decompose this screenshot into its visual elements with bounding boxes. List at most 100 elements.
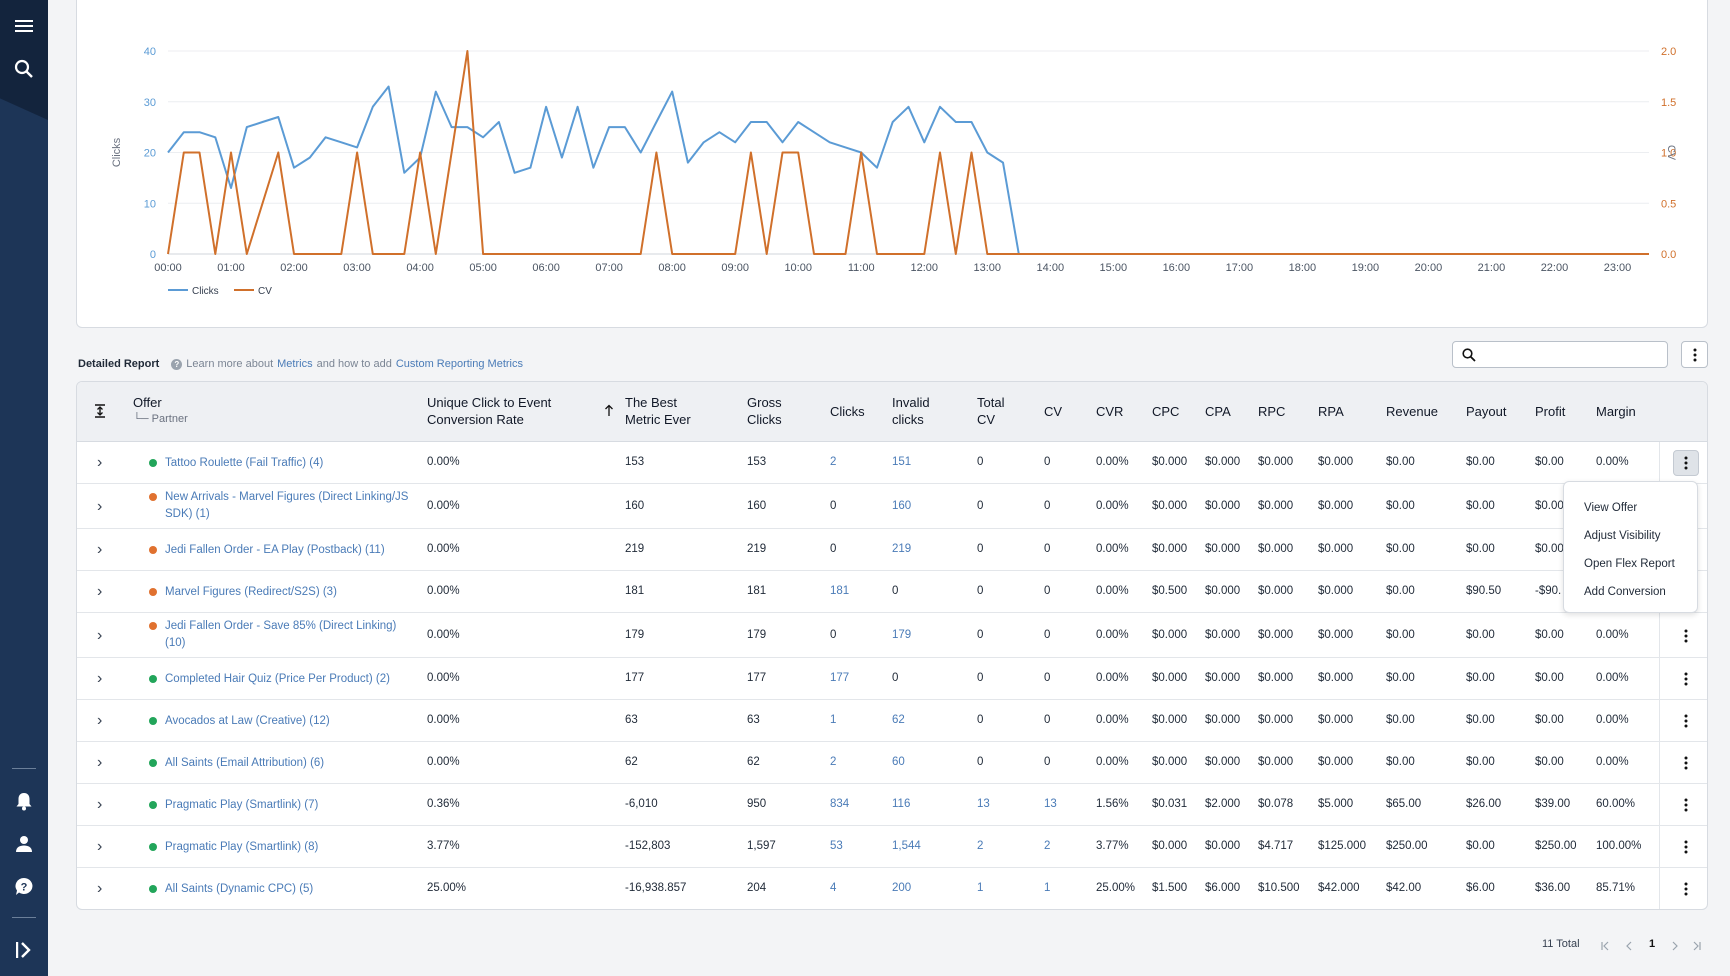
offer-link[interactable]: Jedi Fallen Order - EA Play (Postback) (… bbox=[165, 544, 385, 556]
cell-invalid[interactable]: 219 bbox=[892, 543, 912, 555]
expand-row-icon[interactable]: › bbox=[97, 454, 103, 471]
last-page-icon[interactable] bbox=[1692, 941, 1702, 951]
cell-tcv[interactable]: 2 bbox=[977, 840, 984, 852]
user-icon[interactable] bbox=[12, 832, 36, 856]
offer-link[interactable]: Pragmatic Play (Smartlink) (7) bbox=[165, 799, 319, 811]
cell-invalid[interactable]: 62 bbox=[892, 714, 905, 726]
cell-invalid[interactable]: 151 bbox=[892, 456, 912, 468]
cell-cv[interactable]: 13 bbox=[1044, 798, 1057, 810]
cell-clicks[interactable]: 181 bbox=[830, 585, 850, 597]
cell-rpc: $0.000 bbox=[1258, 672, 1294, 684]
col-cv[interactable]: CV bbox=[1044, 404, 1063, 419]
expand-row-icon[interactable]: › bbox=[97, 497, 103, 515]
next-page-icon[interactable] bbox=[1670, 941, 1680, 951]
report-search[interactable] bbox=[1452, 341, 1668, 368]
bell-icon[interactable] bbox=[12, 789, 36, 813]
row-actions-button[interactable] bbox=[1673, 876, 1699, 902]
col-clicks[interactable]: Clicks bbox=[830, 404, 865, 419]
col-cvr[interactable]: CVR bbox=[1096, 404, 1124, 419]
row-actions-button[interactable] bbox=[1673, 666, 1699, 692]
offer-link[interactable]: All Saints (Email Attribution) (6) bbox=[165, 757, 325, 769]
cell-cv[interactable]: 1 bbox=[1044, 882, 1051, 894]
row-actions-button[interactable] bbox=[1673, 750, 1699, 776]
cell-cv[interactable]: 2 bbox=[1044, 840, 1051, 852]
col-total-cv[interactable]: Total CV bbox=[977, 394, 1004, 428]
cell-rpa: $0.000 bbox=[1318, 714, 1354, 726]
row-actions-button[interactable] bbox=[1673, 834, 1699, 860]
col-margin[interactable]: Margin bbox=[1596, 404, 1636, 419]
expand-all-icon[interactable] bbox=[94, 404, 106, 418]
search-input[interactable] bbox=[1481, 345, 1661, 364]
cell-tcv[interactable]: 13 bbox=[977, 798, 990, 810]
offer-link[interactable]: Tattoo Roulette (Fail Traffic) (4) bbox=[165, 457, 324, 469]
col-gross-clicks[interactable]: Gross Clicks bbox=[747, 394, 782, 428]
col-best-metric[interactable]: The Best Metric Ever bbox=[625, 394, 691, 428]
offer-link[interactable]: All Saints (Dynamic CPC) (5) bbox=[165, 883, 314, 895]
cell-clicks[interactable]: 2 bbox=[830, 756, 837, 768]
offer-link[interactable]: Pragmatic Play (Smartlink) (8) bbox=[165, 841, 319, 853]
expand-row-icon[interactable]: › bbox=[97, 712, 103, 729]
expand-row-icon[interactable]: › bbox=[97, 670, 103, 687]
col-cpa[interactable]: CPA bbox=[1205, 404, 1231, 419]
cell-clicks[interactable]: 2 bbox=[830, 456, 837, 468]
help-icon[interactable]: ? bbox=[12, 875, 36, 899]
col-rpa[interactable]: RPA bbox=[1318, 404, 1344, 419]
cell-invalid[interactable]: 116 bbox=[892, 798, 911, 810]
col-payout[interactable]: Payout bbox=[1466, 404, 1507, 419]
row-actions-button[interactable] bbox=[1673, 708, 1699, 734]
expand-row-icon[interactable]: › bbox=[97, 838, 103, 855]
row-actions-button[interactable] bbox=[1673, 792, 1699, 818]
cell-clicks[interactable]: 4 bbox=[830, 882, 837, 894]
cell-invalid[interactable]: 60 bbox=[892, 756, 905, 768]
offer-link[interactable]: Jedi Fallen Order - Save 85% (Direct Lin… bbox=[165, 620, 397, 649]
first-page-icon[interactable] bbox=[1600, 941, 1610, 951]
expand-row-icon[interactable]: › bbox=[97, 626, 103, 644]
collapse-icon[interactable] bbox=[12, 938, 36, 962]
offer-link[interactable]: Avocados at Law (Creative) (12) bbox=[165, 715, 330, 727]
current-page[interactable]: 1 bbox=[1649, 938, 1656, 950]
cell-invalid[interactable]: 160 bbox=[892, 499, 912, 512]
row-actions-button[interactable] bbox=[1673, 450, 1699, 476]
col-profit[interactable]: Profit bbox=[1535, 404, 1566, 419]
search-icon[interactable] bbox=[12, 57, 36, 81]
col-revenue[interactable]: Revenue bbox=[1386, 404, 1439, 419]
expand-row-icon[interactable]: › bbox=[97, 880, 103, 897]
custom-metrics-link[interactable]: Custom Reporting Metrics bbox=[395, 358, 523, 370]
cell-clicks[interactable]: 834 bbox=[830, 798, 850, 810]
cell-invalid[interactable]: 1,544 bbox=[892, 840, 921, 852]
cell-cpc: $0.000 bbox=[1152, 628, 1188, 641]
expand-row-icon[interactable]: › bbox=[97, 754, 103, 771]
menu-add-conversion[interactable]: Add Conversion bbox=[1584, 586, 1666, 598]
hamburger-icon[interactable] bbox=[12, 14, 36, 38]
cell-invalid[interactable]: 179 bbox=[892, 628, 912, 641]
expand-row-icon[interactable]: › bbox=[97, 541, 103, 558]
offer-link[interactable]: Marvel Figures (Redirect/S2S) (3) bbox=[165, 586, 337, 598]
cell-best: 62 bbox=[625, 756, 638, 768]
expand-row-icon[interactable]: › bbox=[97, 583, 103, 600]
cell-cvr: 0.00% bbox=[1096, 456, 1129, 468]
prev-page-icon[interactable] bbox=[1624, 941, 1634, 951]
cell-invalid[interactable]: 200 bbox=[892, 882, 912, 894]
cell-clicks[interactable]: 1 bbox=[830, 714, 837, 726]
menu-adjust-visibility[interactable]: Adjust Visibility bbox=[1584, 530, 1661, 542]
cell-ucecr: 0.00% bbox=[427, 499, 460, 512]
cell-clicks[interactable]: 177 bbox=[830, 672, 850, 684]
col-rpc[interactable]: RPC bbox=[1258, 404, 1286, 419]
metrics-link[interactable]: Metrics bbox=[277, 358, 313, 370]
col-invalid-clicks[interactable]: Invalid clicks bbox=[892, 394, 930, 428]
offer-link[interactable]: New Arrivals - Marvel Figures (Direct Li… bbox=[165, 491, 409, 520]
sort-ascending-icon[interactable] bbox=[604, 404, 614, 417]
expand-row-icon[interactable]: › bbox=[97, 796, 103, 813]
row-actions-button[interactable] bbox=[1673, 623, 1699, 649]
table-options-button[interactable] bbox=[1681, 341, 1708, 368]
offer-link[interactable]: Completed Hair Quiz (Price Per Product) … bbox=[165, 673, 390, 685]
col-ucecr[interactable]: Unique Click to Event Conversion Rate bbox=[427, 394, 551, 428]
col-cpc[interactable]: CPC bbox=[1152, 404, 1180, 419]
cell-cvr: 0.00% bbox=[1096, 672, 1129, 684]
cell-clicks[interactable]: 53 bbox=[830, 840, 843, 852]
menu-view-offer[interactable]: View Offer bbox=[1584, 502, 1638, 514]
cell-gross: 62 bbox=[747, 756, 760, 768]
col-offer[interactable]: Offer └─ Partner bbox=[133, 394, 188, 428]
cell-tcv[interactable]: 1 bbox=[977, 882, 984, 894]
menu-open-flex-report[interactable]: Open Flex Report bbox=[1584, 558, 1675, 570]
